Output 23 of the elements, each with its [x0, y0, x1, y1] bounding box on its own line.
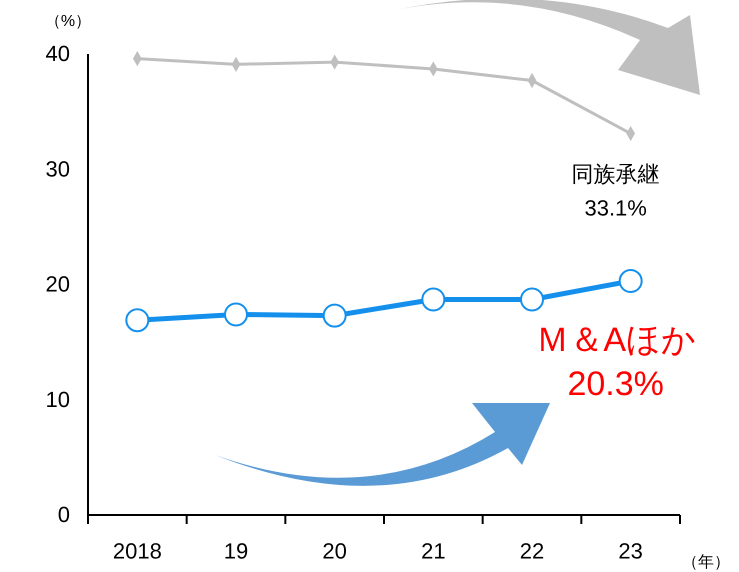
- point: [125, 308, 150, 332]
- point: [618, 269, 643, 294]
- y-tick-label: 40: [46, 41, 70, 66]
- y-tick-label: 10: [46, 386, 70, 412]
- data-label: 20.3%: [567, 365, 664, 404]
- x-tick-label: 22: [520, 538, 544, 564]
- y-axis-title: （%）: [44, 13, 92, 30]
- point: [224, 302, 248, 326]
- x-tick-label: 19: [224, 538, 248, 564]
- y-tick-label: 20: [46, 272, 70, 297]
- data-label: 33.1%: [584, 196, 647, 221]
- series-label: 同族承継: [572, 162, 660, 187]
- x-tick-label: 23: [618, 538, 643, 564]
- point: [520, 288, 544, 312]
- x-axis-title: （年）: [682, 554, 730, 571]
- x-tick-label: 2018: [112, 538, 162, 564]
- series-label: Ｍ＆Aほか: [535, 321, 696, 360]
- x-tick-label: 21: [421, 538, 446, 564]
- y-tick-label: 30: [46, 156, 70, 182]
- y-tick-label: 0: [58, 502, 70, 528]
- x-tick-label: 20: [322, 538, 347, 564]
- point: [421, 288, 446, 312]
- point: [322, 304, 347, 328]
